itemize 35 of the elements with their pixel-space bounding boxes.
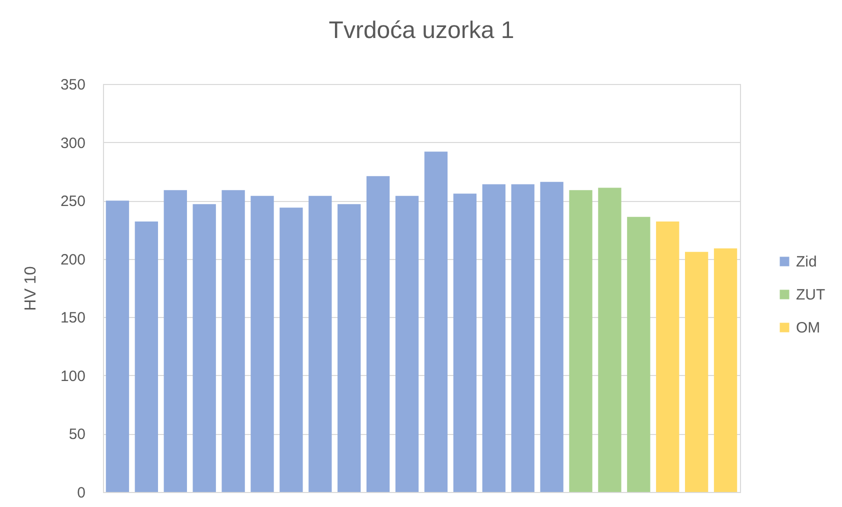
bar [424,152,448,492]
bar [366,176,390,492]
bar [511,184,534,492]
legend-label: Zid [796,254,817,270]
bar [222,190,245,492]
legend-label: ZUT [796,286,826,304]
bar [338,204,361,492]
bar [134,222,158,492]
chart-title: Tvrdoća uzorka 1 [328,17,514,44]
y-tick-label: 350 [60,76,86,94]
legend-label: OM [796,320,820,336]
bar [540,182,564,492]
y-tick-label: 50 [68,426,86,444]
bar [482,184,506,492]
bar [192,204,216,492]
bar [250,196,274,492]
bar [684,252,708,492]
y-tick-label: 300 [60,134,86,152]
bar [280,208,303,492]
bar [627,216,650,492]
bar [569,190,592,492]
bar [164,190,187,492]
bar [453,194,477,492]
y-axis-title: HV 10 [22,266,40,311]
bar [106,200,130,492]
bar [598,188,622,492]
y-tick-label: 0 [77,484,86,502]
y-tick-label: 100 [60,368,86,385]
bar [395,196,419,492]
y-tick-label: 150 [60,310,86,327]
bar [714,248,738,492]
y-tick-label: 200 [60,251,86,268]
y-tick-label: 250 [60,193,86,210]
bar [308,196,332,492]
bar [656,222,680,492]
